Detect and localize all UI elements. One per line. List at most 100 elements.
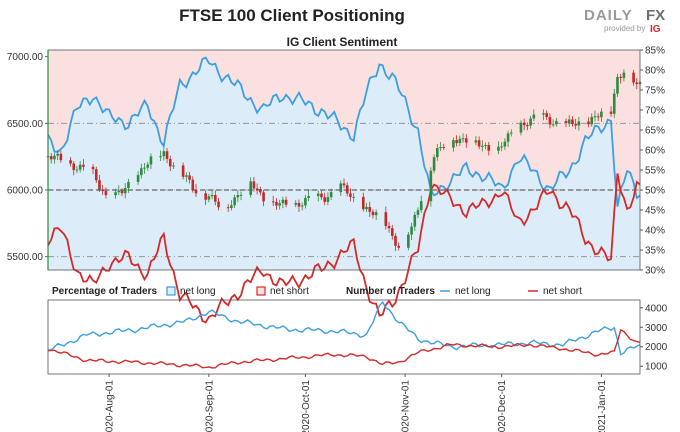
candle-body-19 xyxy=(127,181,130,188)
candle-body-114 xyxy=(555,120,558,125)
sentiment-panel: IG Client Sentiment 7000.00 6500.00 6000.0… xyxy=(7,35,665,324)
candle-body-129 xyxy=(622,72,626,79)
candle-body-38 xyxy=(214,194,217,202)
legend-pct-short: net short xyxy=(270,286,309,297)
candle-body-105 xyxy=(519,122,523,133)
candle-body-64 xyxy=(329,192,333,198)
candle-body-91 xyxy=(455,140,458,144)
candle-body-103 xyxy=(506,133,510,142)
candle-body-109 xyxy=(532,114,536,119)
candle-body-52 xyxy=(278,203,281,206)
candle-body-7 xyxy=(75,169,79,171)
sentiment-tick-label-1: 80% xyxy=(645,66,665,77)
candle-body-84 xyxy=(419,201,423,211)
legend-pct-long-swatch xyxy=(166,286,176,296)
candle-body-86 xyxy=(432,157,436,171)
candle-body-69 xyxy=(352,196,355,198)
candle-body-5 xyxy=(69,160,72,164)
candle-body-68 xyxy=(349,193,352,197)
candle-body-96 xyxy=(477,140,481,147)
candle-body-66 xyxy=(342,183,346,186)
sentiment-tick-label-2: 75% xyxy=(645,86,665,97)
candle-body-12 xyxy=(98,180,101,190)
candle-body-15 xyxy=(114,192,117,196)
candle-body-121 xyxy=(590,116,594,125)
candle-body-110 xyxy=(542,113,545,115)
candle-body-120 xyxy=(587,121,590,125)
net-long-area xyxy=(48,57,640,270)
candle-body-45 xyxy=(249,181,252,195)
candle-body-33 xyxy=(191,179,195,190)
candle-body-48 xyxy=(259,189,262,193)
sentiment-tick-label-3: 70% xyxy=(645,106,665,117)
candle-body-54 xyxy=(284,199,288,205)
candle-body-79 xyxy=(397,245,400,248)
candle-body-76 xyxy=(387,226,391,229)
candle-body-53 xyxy=(281,199,285,204)
candle-body-32 xyxy=(188,175,191,180)
candle-body-89 xyxy=(442,147,446,149)
candle-body-13 xyxy=(101,189,104,192)
candle-body-62 xyxy=(323,197,326,202)
date-tick-label-2: 2020-Oct-01 xyxy=(301,380,312,432)
date-axis: 2020-Aug-01 2020-Sep-01 2020-Oct-01 2020-No… xyxy=(105,374,608,432)
candle-body-14 xyxy=(104,191,108,196)
net-short-pct-line xyxy=(47,173,641,324)
candle-body-21 xyxy=(140,168,143,176)
count-tick-label-1: 3000 xyxy=(645,323,668,334)
price-tick-label-1: 6500.00 xyxy=(7,119,44,130)
candle-body-27 xyxy=(165,151,169,160)
net-long-pct-line xyxy=(47,56,641,207)
candle-body-71 xyxy=(365,206,368,210)
legend-percentage-label: Percentage of Traders xyxy=(52,286,157,297)
candle-body-58 xyxy=(304,197,307,206)
candle-body-59 xyxy=(307,196,310,198)
sentiment-tick-label-10: 35% xyxy=(645,246,665,257)
candle-body-74 xyxy=(374,212,378,216)
candle-body-26 xyxy=(162,151,166,157)
candle-body-118 xyxy=(574,123,577,126)
candle-body-93 xyxy=(461,138,465,140)
candle-body-73 xyxy=(371,211,375,216)
candle-body-18 xyxy=(123,187,127,194)
logo-brand: DAILY xyxy=(584,7,633,24)
sentiment-tick-label-0: 85% xyxy=(645,46,665,57)
candle-body-94 xyxy=(464,138,468,143)
price-tick-label-2: 6000.00 xyxy=(7,186,44,197)
candle-body-50 xyxy=(271,201,275,203)
candle-body-131 xyxy=(635,82,639,85)
candle-body-42 xyxy=(233,197,236,206)
candle-body-77 xyxy=(390,228,394,236)
candle-body-10 xyxy=(91,166,95,170)
candle-body-98 xyxy=(484,144,487,146)
price-tick-label-3: 5500.00 xyxy=(7,252,44,263)
candle-body-115 xyxy=(564,120,568,124)
candle-body-11 xyxy=(94,169,98,181)
candle-body-124 xyxy=(600,111,603,118)
candle-body-95 xyxy=(474,140,478,143)
candle-body-28 xyxy=(168,159,172,167)
candle-body-125 xyxy=(609,111,613,114)
candle-body-61 xyxy=(320,193,323,198)
candle-body-70 xyxy=(362,196,365,210)
candle-body-128 xyxy=(619,76,622,79)
candle-body-99 xyxy=(487,144,491,151)
candle-body-119 xyxy=(577,121,581,126)
candle-body-78 xyxy=(394,235,397,246)
candle-body-16 xyxy=(117,190,121,193)
candle-body-90 xyxy=(452,140,455,148)
candle-body-85 xyxy=(429,170,433,202)
candle-body-81 xyxy=(410,226,413,235)
chart-title: FTSE 100 Client Positioning xyxy=(179,6,405,25)
sentiment-tick-label-6: 55% xyxy=(645,166,665,177)
candle-body-20 xyxy=(136,175,140,182)
candle-body-127 xyxy=(616,76,619,94)
candle-body-106 xyxy=(522,122,526,126)
logo-partner: IG xyxy=(650,24,661,35)
sentiment-tick-label-5: 60% xyxy=(645,146,665,157)
legend: Percentage of Traders net long net short… xyxy=(52,286,582,297)
candle-body-30 xyxy=(181,165,185,177)
candle-body-65 xyxy=(339,183,343,193)
